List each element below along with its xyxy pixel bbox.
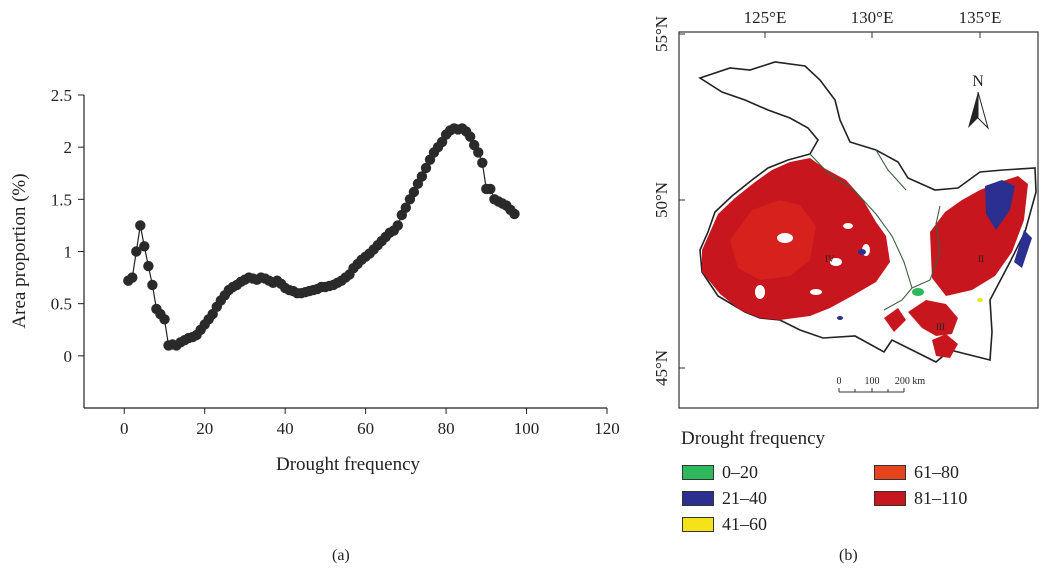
x-ticks: 0 20 40 60 80 100 120 [120,408,620,438]
x-tick-label: 120 [594,419,620,438]
y-axis-label: Area proportion (%) [9,173,30,328]
x-tick-label: 100 [514,419,540,438]
data-point [159,314,170,325]
legend-item-41-60: 41–60 [682,514,767,535]
lat-label-45: 45°N [652,350,671,386]
region-label-2: II [978,254,984,264]
y-tick-label: 2.5 [51,86,72,105]
x-tick-label: 20 [196,419,213,438]
chart-a: 0 20 40 60 80 100 120 0 0.5 1 1.5 2 2.5 Drought fre… [9,86,620,475]
data-point [509,208,520,220]
data-point [143,260,154,272]
lon-label-125: 125°E [744,8,787,27]
legend-swatch [682,491,714,506]
y-tick-label: 1 [64,243,73,262]
legend-item-21-40: 21–40 [682,488,767,509]
y-ticks: 0 0.5 1 1.5 2 2.5 [51,86,84,366]
legend-swatch [874,491,906,506]
data-point [465,131,476,142]
x-tick-label: 80 [438,419,455,438]
scale-bar [838,388,905,393]
map-green-patch [912,288,924,296]
data-point [139,241,150,252]
legend-label: 21–40 [722,488,767,508]
graticule-ticks [679,32,981,369]
data-point [400,202,411,213]
panel-label-b: (b) [839,547,858,564]
x-tick-label: 60 [357,419,374,438]
legend-item-61-80: 61–80 [874,462,959,483]
scale-label-200: 200 km [895,376,926,387]
map-yellow-speck [977,298,983,302]
data-point [147,279,158,291]
legend-label: 0–20 [722,462,758,482]
legend-label: 61–80 [914,462,959,482]
scale-label-100: 100 [865,376,880,387]
data-point [408,186,420,198]
data-point [473,147,484,158]
legend-swatch [682,465,714,480]
data-point [135,220,146,231]
region-label-4: IV [825,254,835,264]
lat-label-55: 55°N [652,16,671,52]
map-blue-patches [837,180,1032,320]
data-point [131,246,142,257]
y-tick-label: 1.5 [51,190,72,209]
panel-label-a: (a) [332,547,350,564]
legend-swatch [682,517,714,532]
series-points [123,123,520,351]
lon-label-135: 135°E [959,8,1002,27]
chart-axes [83,95,607,409]
legend-title: Drought frequency [681,428,826,449]
y-tick-label: 0 [64,347,73,366]
north-arrow-icon [968,91,989,130]
legend-label: 41–60 [722,514,767,534]
data-point [416,171,428,182]
legend: 0–20 21–40 41–60 61–80 81–110 [682,462,1022,542]
north-label: N [972,73,984,90]
x-tick-label: 40 [277,419,294,438]
legend-item-0-20: 0–20 [682,462,758,483]
y-tick-label: 0.5 [51,295,72,314]
data-point [420,162,432,174]
region-boundaries [809,149,941,311]
series-line [127,127,515,347]
legend-item-81-110: 81–110 [874,488,967,509]
map-b: 125°E 130°E 135°E 55°N 50°N 45°N [652,8,1039,409]
scale-label-0: 0 [837,376,842,387]
drought-area-south [884,300,958,358]
lat-label-50: 50°N [652,182,671,218]
data-point [127,272,138,283]
data-point [477,157,488,168]
region-label-3: III [936,322,945,332]
lon-label-130: 130°E [851,8,894,27]
y-tick-label: 2 [64,138,73,157]
legend-label: 81–110 [914,488,968,508]
x-tick-label: 0 [120,419,129,438]
data-point [485,183,496,195]
legend-swatch [874,465,906,480]
drought-area-west-orange [730,200,816,280]
data-point [392,220,403,231]
x-axis-label: Drought frequency [276,454,421,475]
